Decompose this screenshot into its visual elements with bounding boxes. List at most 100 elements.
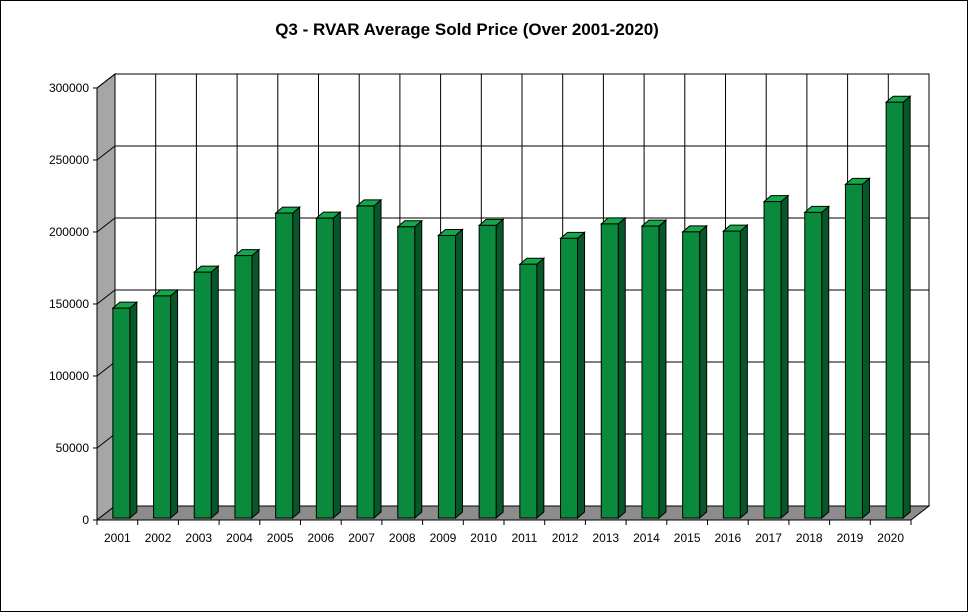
bar-front [478,224,497,519]
bar [396,219,424,520]
bar [599,216,627,520]
bar-side [251,248,260,520]
y-tick-label: 200000 [49,225,89,239]
x-tick-label: 2019 [837,531,864,545]
bar-side [821,205,830,520]
gridline-side [96,433,116,449]
x-tick-label: 2005 [267,531,294,545]
bar [192,265,220,520]
bar-side [780,194,789,520]
bar-side [292,206,301,520]
floor [95,505,931,521]
x-tick-label: 2009 [430,531,457,545]
bar-side [577,231,586,520]
chart-walls [95,72,931,522]
bar-side [739,224,748,520]
x-tick-label: 2008 [389,531,416,545]
gridline-side [96,217,116,233]
bar-side [414,219,423,520]
bar-side [332,211,341,520]
x-tick-label: 2001 [104,531,131,545]
x-tick-label: 2020 [877,531,904,545]
bar-front [885,101,904,519]
x-tick-label: 2017 [755,531,782,545]
gridline-side [96,73,116,89]
bar-front [682,231,701,519]
x-tick-label: 2014 [633,531,660,545]
bar [681,224,709,520]
x-tick-label: 2007 [348,531,375,545]
bar-front [315,217,334,519]
x-tick-label: 2012 [552,531,579,545]
x-tick-label: 2004 [226,531,253,545]
x-tick-label: 2003 [185,531,212,545]
y-tick-label: 100000 [49,369,89,383]
bar-front [397,226,416,519]
bar-side [210,265,219,520]
bar-side [495,218,504,520]
bar [111,301,139,520]
y-axis-ticks: 0 50000 100000 150000 200000 250000 300000 [49,81,97,527]
bar [884,95,912,520]
bar [803,205,831,520]
y-tick-label: 300000 [49,81,89,95]
x-tick-label: 2002 [145,531,172,545]
x-tick-label: 2016 [714,531,741,545]
bar-front [641,225,660,519]
x-tick-label: 2018 [796,531,823,545]
bar-front [600,223,619,519]
gridline-side [96,289,116,305]
bar-front [356,205,375,519]
gridline-side [96,361,116,377]
bar-front [722,230,741,519]
bar [721,224,749,520]
bar-side [129,301,138,520]
bar-front [519,263,538,519]
bar-front [112,307,131,519]
gridline-side [96,145,116,161]
bar [762,194,790,520]
bar [477,218,505,520]
bar-side [902,95,911,520]
x-tick-label: 2015 [674,531,701,545]
x-tick-label: 2011 [511,531,537,545]
bar [152,288,179,520]
bar-front [560,237,579,519]
bar [640,218,668,520]
bar [274,206,302,520]
bar [355,198,383,520]
bar-front [275,212,294,519]
y-tick-label: 150000 [49,297,89,311]
bar-side [373,198,382,520]
bar-side [454,228,463,520]
bar-front [234,255,253,519]
bar-side [170,288,179,520]
y-tick-label: 50000 [56,441,90,455]
bar-side [861,177,870,520]
bar-front [804,211,823,519]
bar-side [658,218,667,520]
bar [559,231,586,520]
bar-front [153,295,172,519]
bar-side [536,257,545,520]
bar [314,211,342,520]
bars [111,95,912,520]
y-tick-label: 250000 [49,153,89,167]
x-axis-ticks: 2001 2002 2003 2004 2005 2006 2007 2008 2009 2010… [96,520,912,545]
bar [437,228,464,520]
y-tick-label: 0 [82,513,89,527]
x-tick-label: 2006 [307,531,334,545]
x-tick-label: 2013 [592,531,619,545]
bar [518,257,546,520]
x-tick-label: 2010 [470,531,497,545]
chart-title: Q3 - RVAR Average Sold Price (Over 2001-… [275,20,659,39]
bar-front [763,201,782,519]
bar-side [617,216,626,520]
bar-side [699,224,708,520]
bar-front [844,183,863,519]
bar-front [437,234,456,519]
bar [844,177,871,520]
bar [233,248,261,520]
